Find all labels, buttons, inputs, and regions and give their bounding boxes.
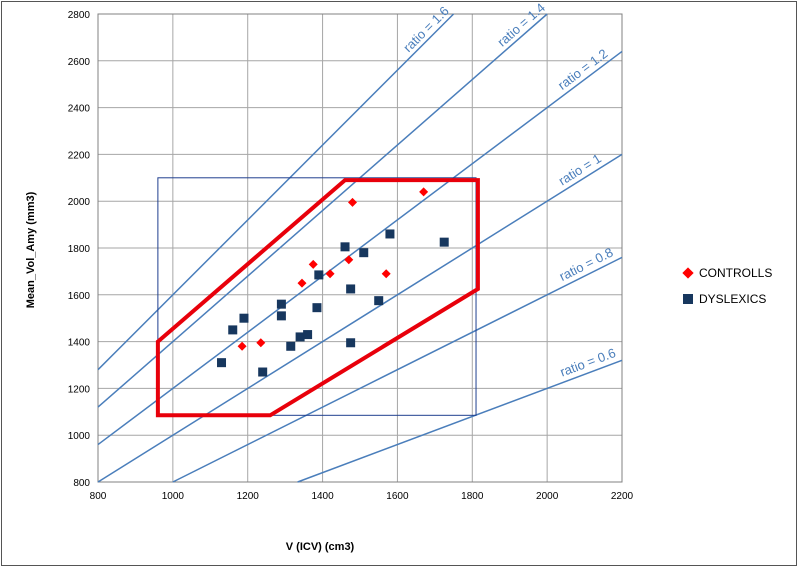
square-marker-icon bbox=[683, 294, 693, 304]
y-tick-label: 1200 bbox=[68, 384, 91, 395]
dyslexics-point bbox=[385, 229, 395, 239]
y-tick-label: 2200 bbox=[68, 150, 91, 161]
x-tick-label: 1200 bbox=[237, 491, 260, 502]
x-tick-label: 2200 bbox=[611, 491, 634, 502]
x-tick-label: 2000 bbox=[536, 491, 559, 502]
y-tick-label: 1800 bbox=[68, 244, 91, 255]
dyslexics-point bbox=[217, 358, 227, 368]
ratio-line bbox=[97, 13, 548, 408]
legend-label-controlls: CONTROLLS bbox=[699, 266, 773, 280]
diamond-marker-icon bbox=[682, 267, 694, 279]
bounding-box bbox=[157, 177, 477, 416]
y-tick-label: 2600 bbox=[68, 57, 91, 68]
dyslexics-point bbox=[359, 248, 369, 258]
dyslexics-point bbox=[286, 341, 296, 351]
y-axis-title: Mean_Vol_Amy (mm3) bbox=[25, 191, 37, 308]
controlls-point bbox=[325, 269, 335, 279]
x-axis-title: V (ICV) (cm3) bbox=[286, 541, 355, 553]
controlls-point bbox=[344, 255, 354, 265]
data-points bbox=[217, 187, 449, 377]
controlls-point bbox=[237, 341, 247, 351]
x-tick-label: 800 bbox=[90, 491, 107, 502]
ratio-line-label: ratio = 1.6 bbox=[400, 3, 452, 55]
controlls-point bbox=[419, 187, 429, 197]
y-tick-label: 1400 bbox=[68, 338, 91, 349]
dyslexics-point bbox=[276, 311, 286, 321]
y-tick-label: 800 bbox=[73, 478, 90, 489]
dyslexics-point bbox=[276, 299, 286, 309]
ratio-line bbox=[172, 256, 623, 483]
controlls-point bbox=[297, 278, 307, 288]
controlls-point bbox=[348, 197, 358, 207]
y-tick-label: 2400 bbox=[68, 104, 91, 115]
legend-item-dyslexics: DYSLEXICS bbox=[683, 286, 772, 312]
x-tick-label: 1800 bbox=[461, 491, 484, 502]
y-tick-label: 2000 bbox=[68, 197, 91, 208]
ratio-line-label: ratio = 1.2 bbox=[555, 46, 611, 93]
y-tick-label: 2800 bbox=[68, 10, 91, 21]
tick-labels: 800 1000 1200 1400 1600 1800 2000 2200 800 1000 12… bbox=[68, 10, 634, 502]
x-tick-label: 1600 bbox=[386, 491, 409, 502]
ratio-line-label: ratio = 0.6 bbox=[558, 345, 618, 379]
controlls-point bbox=[256, 338, 266, 348]
dyslexics-point bbox=[374, 296, 384, 306]
ratio-line-label: ratio = 1.4 bbox=[494, 0, 548, 50]
dyslexics-point bbox=[346, 284, 356, 294]
ratio-line bbox=[97, 13, 455, 371]
dyslexics-point bbox=[258, 367, 268, 377]
legend: CONTROLLS DYSLEXICS bbox=[682, 260, 773, 312]
x-tick-label: 1000 bbox=[162, 491, 185, 502]
plot-area-border bbox=[97, 13, 623, 483]
dyslexics-point bbox=[303, 330, 313, 340]
hull-polygon bbox=[155, 178, 480, 418]
grid bbox=[97, 13, 623, 483]
dyslexics-point bbox=[239, 313, 249, 323]
dyslexics-point bbox=[340, 242, 350, 252]
dyslexics-point bbox=[346, 338, 356, 348]
dyslexics-point bbox=[314, 270, 324, 280]
ratio-line bbox=[97, 50, 623, 446]
dyslexics-point bbox=[312, 303, 322, 313]
controlls-point bbox=[308, 259, 318, 269]
x-tick-label: 1400 bbox=[311, 491, 334, 502]
ratio-line bbox=[297, 359, 623, 483]
controlls-point bbox=[381, 269, 391, 279]
dyslexics-point bbox=[228, 325, 238, 335]
ratio-line bbox=[97, 153, 623, 483]
legend-label-dyslexics: DYSLEXICS bbox=[699, 292, 767, 306]
y-tick-label: 1000 bbox=[68, 431, 91, 442]
y-tick-label: 1600 bbox=[68, 291, 91, 302]
reference-shapes bbox=[155, 177, 480, 418]
dyslexics-point bbox=[439, 237, 449, 247]
dyslexics-point bbox=[295, 332, 305, 342]
legend-item-controlls: CONTROLLS bbox=[682, 260, 773, 286]
